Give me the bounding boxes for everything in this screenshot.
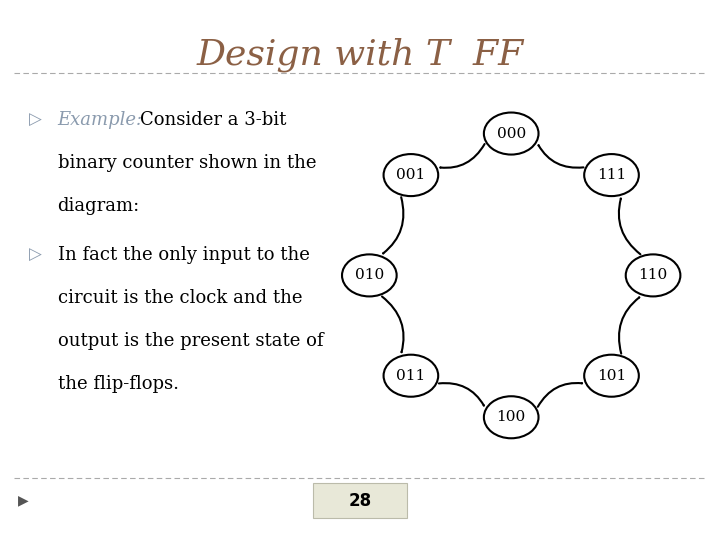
Text: circuit is the clock and the: circuit is the clock and the	[58, 289, 302, 307]
Text: the flip-flops.: the flip-flops.	[58, 375, 179, 393]
Text: Example:: Example:	[58, 111, 143, 129]
FancyArrowPatch shape	[539, 145, 583, 168]
Ellipse shape	[584, 355, 639, 397]
Ellipse shape	[384, 154, 438, 196]
FancyArrowPatch shape	[618, 199, 640, 254]
Text: Design with T  FF: Design with T FF	[197, 38, 523, 72]
Ellipse shape	[484, 112, 539, 154]
Text: 110: 110	[639, 268, 667, 282]
Text: 101: 101	[597, 369, 626, 383]
Text: ▷: ▷	[29, 246, 42, 264]
Text: 111: 111	[597, 168, 626, 182]
Ellipse shape	[384, 355, 438, 397]
FancyArrowPatch shape	[441, 144, 485, 168]
Text: binary counter shown in the: binary counter shown in the	[58, 154, 316, 172]
Ellipse shape	[626, 254, 680, 296]
FancyArrowPatch shape	[619, 298, 639, 354]
FancyArrowPatch shape	[439, 383, 484, 406]
Text: ▶: ▶	[18, 494, 29, 508]
Text: In fact the only input to the: In fact the only input to the	[58, 246, 310, 264]
Text: 000: 000	[497, 126, 526, 140]
Text: 28: 28	[348, 491, 372, 510]
Ellipse shape	[584, 154, 639, 196]
FancyArrowPatch shape	[383, 197, 403, 253]
Text: Consider a 3-bit: Consider a 3-bit	[140, 111, 287, 129]
FancyArrowPatch shape	[382, 296, 404, 352]
Text: 001: 001	[396, 168, 426, 182]
Ellipse shape	[484, 396, 539, 438]
Text: 011: 011	[396, 369, 426, 383]
Text: 010: 010	[355, 268, 384, 282]
FancyBboxPatch shape	[313, 483, 407, 518]
Text: output is the present state of: output is the present state of	[58, 332, 323, 350]
Ellipse shape	[342, 254, 397, 296]
Text: ▷: ▷	[29, 111, 42, 129]
FancyArrowPatch shape	[538, 383, 582, 407]
Text: 100: 100	[497, 410, 526, 424]
Text: diagram:: diagram:	[58, 197, 140, 215]
